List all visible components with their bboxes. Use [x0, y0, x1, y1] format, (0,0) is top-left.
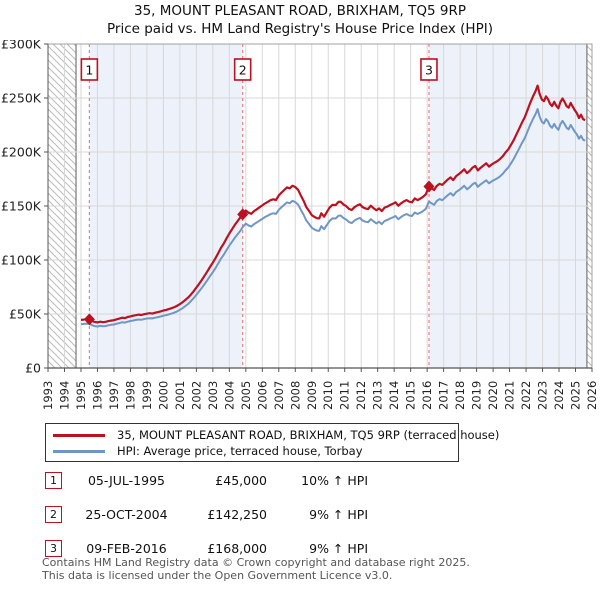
y-tick-label: £100K [1, 253, 42, 268]
transaction-hpi-delta: 9% ↑ HPI [309, 541, 368, 556]
sale-number: 3 [425, 63, 433, 78]
x-tick-label: 1995 [74, 381, 88, 410]
transaction-date: 25-OCT-2004 [85, 507, 168, 522]
x-tick-label: 2025 [569, 381, 583, 410]
x-tick-label: 1993 [41, 381, 55, 410]
legend-item-property: 35, MOUNT PLEASANT ROAD, BRIXHAM, TQ5 9R… [53, 427, 499, 443]
transaction-date: 05-JUL-1995 [87, 473, 165, 488]
transaction-number-badge: 2 [45, 506, 62, 523]
transaction-price: £168,000 [207, 541, 267, 556]
x-tick-label: 1996 [90, 381, 104, 410]
property-price-line [80, 84, 586, 324]
x-tick-label: 2020 [486, 381, 500, 410]
x-tick-label: 2010 [321, 381, 335, 410]
sale-marker [237, 208, 249, 221]
x-tick-label: 1999 [140, 381, 154, 410]
x-tick-label: 2013 [371, 381, 385, 410]
sale-number: 2 [239, 63, 247, 78]
x-tick-label: 1997 [107, 381, 121, 410]
x-tick-label: 2007 [272, 381, 286, 410]
x-tick-label: 2012 [354, 381, 368, 410]
transaction-hpi-delta: 10% ↑ HPI [301, 473, 368, 488]
y-tick-label: £150K [1, 199, 42, 214]
x-tick-label: 2005 [239, 381, 253, 410]
x-tick-label: 2008 [288, 381, 302, 410]
x-tick-label: 2019 [470, 381, 484, 410]
x-tick-label: 2000 [156, 381, 170, 410]
transaction-date: 09-FEB-2016 [86, 541, 167, 556]
y-tick-label: £50K [9, 307, 42, 322]
x-tick-label: 2016 [420, 381, 434, 410]
sale-number-box [80, 58, 99, 81]
x-tick-label: 2015 [404, 381, 418, 410]
legend-item-hpi: HPI: Average price, terraced house, Torb… [53, 443, 458, 459]
legend: 35, MOUNT PLEASANT ROAD, BRIXHAM, TQ5 9R… [45, 423, 499, 462]
footer-line-2: This data is licensed under the Open Gov… [42, 569, 393, 582]
x-tick-label: 1994 [57, 381, 71, 410]
footer-line-1: Contains HM Land Registry data © Crown c… [42, 556, 470, 569]
x-tick-label: 2023 [536, 381, 550, 410]
property-line-swatch [53, 433, 105, 437]
x-tick-label: 2021 [503, 381, 517, 410]
x-tick-label: 2026 [585, 381, 599, 410]
y-tick-label: £0 [25, 361, 41, 376]
x-tick-label: 2009 [305, 381, 319, 410]
sale-number: 1 [85, 63, 93, 78]
hpi-line-swatch [53, 449, 105, 453]
transaction-number-badge: 3 [45, 540, 62, 557]
sale-marker [423, 180, 435, 193]
sale-number-box [420, 58, 438, 81]
price-history-chart: 1993 1994 1995 1996 1997 1998 1999 2000 2001 2002… [1, 40, 599, 410]
x-tick-label: 2001 [173, 381, 187, 410]
sale-number-box [233, 58, 252, 81]
transaction-price: £45,000 [215, 473, 267, 488]
gridlines [47, 43, 593, 369]
x-tick-label: 2004 [222, 381, 236, 410]
sale-marker [83, 313, 95, 326]
x-tick-label: 1998 [123, 381, 137, 410]
transaction-row: 1 05-JUL-1995 £45,000 10% ↑ HPI [45, 472, 375, 490]
x-tick-label: 2011 [338, 381, 352, 410]
y-tick-label: £300K [1, 40, 42, 52]
y-tick-label: £200K [1, 145, 42, 160]
page-subtitle: Price paid vs. HM Land Registry's House … [107, 21, 493, 37]
x-tick-label: 2022 [519, 381, 533, 410]
x-tick-label: 2017 [437, 381, 451, 410]
transaction-row: 3 09-FEB-2016 £168,000 9% ↑ HPI [45, 540, 375, 558]
x-tick-label: 2024 [552, 381, 566, 410]
transaction-hpi-delta: 9% ↑ HPI [309, 507, 368, 522]
x-tick-label: 2002 [189, 381, 203, 410]
transaction-price: £142,250 [207, 507, 267, 522]
legend-label-hpi: HPI: Average price, terraced house, Torb… [117, 444, 363, 458]
license-footer: Contains HM Land Registry data © Crown c… [42, 556, 470, 582]
hpi-line [80, 108, 586, 328]
page-title: 35, MOUNT PLEASANT ROAD, BRIXHAM, TQ5 9R… [133, 3, 466, 19]
x-tick-label: 2003 [206, 381, 220, 410]
x-tick-label: 2014 [387, 381, 401, 410]
transaction-row: 2 25-OCT-2004 £142,250 9% ↑ HPI [45, 506, 375, 524]
legend-label-property: 35, MOUNT PLEASANT ROAD, BRIXHAM, TQ5 9R… [117, 428, 500, 442]
x-tick-label: 2006 [255, 381, 269, 410]
x-tick-label: 2018 [453, 381, 467, 410]
transaction-number-badge: 1 [45, 472, 62, 489]
y-tick-label: £250K [1, 91, 42, 106]
